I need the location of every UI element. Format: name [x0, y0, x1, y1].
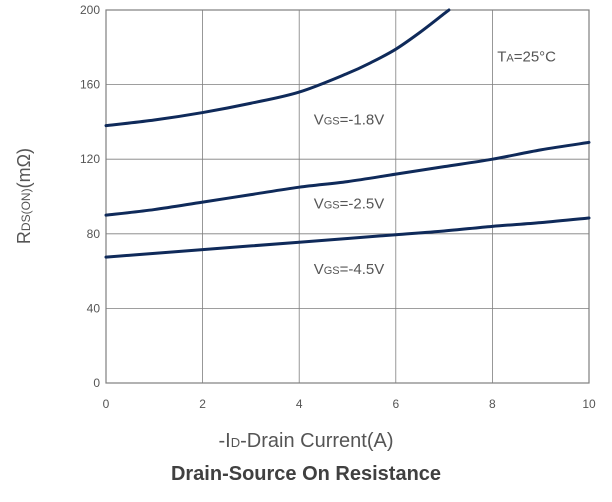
y-tick-label: 40 — [87, 301, 101, 315]
y-tick-label: 120 — [80, 152, 100, 166]
series-lines — [104, 8, 591, 259]
x-tick-label: 4 — [296, 397, 303, 411]
y-axis-label-sub: DS(ON) — [19, 188, 33, 231]
annotation-1: VGS=-1.8V — [314, 112, 385, 129]
x-axis-label-sub: D — [230, 435, 241, 450]
y-tick-labels: 0 40 80 120 160 200 — [80, 3, 100, 390]
y-axis-label-main: R — [14, 231, 34, 244]
y-axis-label: RDS(ON)(mΩ) — [14, 148, 34, 244]
y-tick-label: 200 — [80, 3, 100, 17]
annotation-4: TA=25°C — [497, 48, 556, 65]
plot-frame — [105, 9, 590, 384]
x-tick-label: 8 — [489, 397, 496, 411]
y-axis-label-rest: (mΩ) — [14, 148, 34, 188]
x-axis-label-prefix: -I — [218, 430, 231, 452]
annotation-2: VGS=-2.5V — [314, 196, 385, 213]
x-axis-label-rest: -Drain Current(A) — [240, 430, 394, 452]
x-tick-label: 10 — [582, 397, 596, 411]
x-tick-label: 0 — [103, 397, 110, 411]
grid — [106, 10, 589, 383]
y-tick-label: 0 — [93, 376, 100, 390]
chart: 0 40 80 120 160 200 0 2 4 6 8 10 VGS=-1.8V VGS=-2.5… — [14, 3, 596, 411]
y-tick-label: 160 — [80, 78, 100, 92]
series-line-3 — [104, 216, 591, 259]
x-axis-label: -ID-Drain Current(A) — [0, 430, 612, 453]
y-tick-label: 80 — [87, 227, 101, 241]
series-line-2 — [104, 140, 591, 217]
annotation-3: VGS=-4.5V — [314, 261, 385, 278]
series-line-1 — [104, 8, 451, 128]
x-tick-label: 2 — [199, 397, 206, 411]
annotations: VGS=-1.8V VGS=-2.5V VGS=-4.5V TA=25°C — [314, 48, 556, 278]
chart-title: Drain-Source On Resistance — [170, 463, 442, 485]
x-tick-labels: 0 2 4 6 8 10 — [103, 397, 596, 411]
x-tick-label: 6 — [392, 397, 399, 411]
